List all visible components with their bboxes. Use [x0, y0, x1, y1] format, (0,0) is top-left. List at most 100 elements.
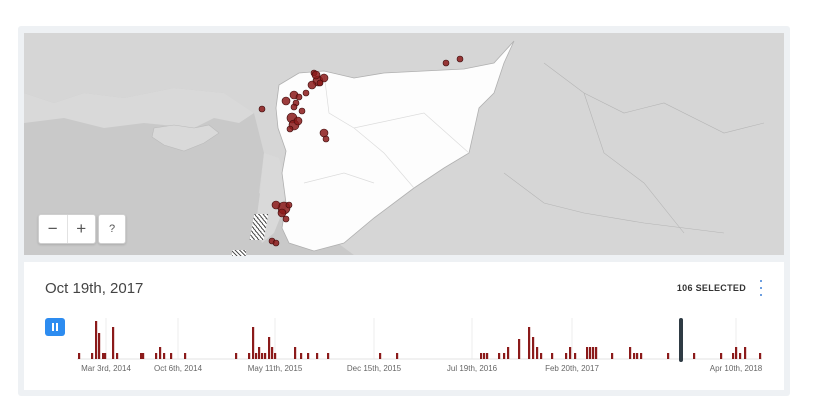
histogram-bar: [586, 347, 589, 359]
histogram-bar: [170, 353, 173, 359]
histogram-bar: [112, 327, 115, 359]
histogram-bar: [252, 327, 255, 359]
histogram-bar: [316, 353, 319, 359]
histogram-bar: [98, 333, 101, 359]
event-marker[interactable]: [277, 208, 287, 218]
histogram-bar: [532, 337, 535, 359]
more-options-icon[interactable]: [756, 280, 766, 296]
event-marker[interactable]: [307, 80, 317, 90]
event-marker[interactable]: [290, 103, 298, 111]
current-date-label: Oct 19th, 2017: [45, 280, 144, 297]
terrain-line: [543, 62, 765, 134]
event-marker[interactable]: [272, 239, 280, 247]
histogram-bar: [78, 353, 81, 359]
histogram-bar: [163, 353, 166, 359]
histogram-bar: [159, 347, 162, 359]
histogram-bar: [102, 353, 105, 359]
event-marker[interactable]: [456, 55, 464, 63]
tick-label: May 11th, 2015: [247, 364, 303, 373]
histogram-bar: [396, 353, 399, 359]
histogram-bar: [248, 353, 251, 359]
timeline-grid: [105, 318, 737, 359]
event-marker[interactable]: [302, 89, 310, 97]
histogram-bar: [142, 353, 145, 359]
histogram-bar: [268, 337, 271, 359]
histogram-bar: [483, 353, 486, 359]
histogram-bar: [536, 347, 539, 359]
histogram-bar: [184, 353, 187, 359]
terrain-line: [503, 172, 725, 234]
histogram-bar: [235, 353, 238, 359]
histogram-bar: [589, 347, 592, 359]
histogram-bar: [480, 353, 483, 359]
histogram-bar: [569, 347, 572, 359]
histogram-bar: [95, 321, 98, 359]
histogram-bar: [258, 347, 261, 359]
histogram-bar: [486, 353, 489, 359]
turkey-coast: [24, 88, 254, 128]
event-marker[interactable]: [286, 125, 294, 133]
event-marker[interactable]: [311, 70, 321, 80]
event-marker[interactable]: [322, 135, 330, 143]
histogram-bar: [507, 347, 510, 359]
histogram-bar: [739, 353, 742, 359]
histogram-bar: [592, 347, 595, 359]
help-button[interactable]: ?: [98, 214, 126, 244]
tick-label: Apr 10th, 2018: [709, 364, 763, 373]
event-marker[interactable]: [281, 96, 291, 106]
histogram-bar: [155, 353, 158, 359]
event-marker[interactable]: [258, 105, 266, 113]
histogram-bar: [574, 353, 577, 359]
histogram-bar: [255, 353, 258, 359]
histogram-bar: [327, 353, 330, 359]
histogram-bar: [294, 347, 297, 359]
histogram-bar: [264, 353, 267, 359]
histogram-bar: [629, 347, 632, 359]
histogram-bar: [693, 353, 696, 359]
histogram-bar: [636, 353, 639, 359]
playhead-handle[interactable]: [679, 318, 683, 362]
event-histogram: [78, 321, 762, 359]
timeline-panel: Oct 19th, 2017 106 SELECTED Mar 3rd, 201…: [24, 262, 784, 390]
histogram-bar: [379, 353, 382, 359]
selected-count-label: 106 SELECTED: [676, 283, 746, 293]
province-border: [303, 172, 375, 184]
pause-button[interactable]: [45, 318, 65, 336]
syria-region[interactable]: [275, 40, 515, 252]
event-marker[interactable]: [316, 79, 324, 87]
map-view[interactable]: [24, 33, 784, 255]
event-marker[interactable]: [295, 93, 303, 101]
disputed-area: [232, 250, 246, 256]
histogram-bar: [640, 353, 643, 359]
event-markers: [258, 55, 464, 247]
timeline-chart[interactable]: [24, 312, 784, 362]
tick-label: Oct 6th, 2014: [153, 364, 203, 373]
event-marker[interactable]: [285, 201, 293, 209]
zoom-in-button[interactable]: +: [66, 215, 96, 243]
event-marker[interactable]: [271, 200, 281, 210]
histogram-bar: [720, 353, 723, 359]
event-marker[interactable]: [442, 59, 450, 67]
event-marker[interactable]: [282, 215, 290, 223]
histogram-bar: [91, 353, 94, 359]
histogram-bar: [735, 347, 738, 359]
histogram-bar: [104, 353, 107, 359]
histogram-bar: [140, 353, 143, 359]
cyprus-island: [151, 124, 220, 152]
terrain-line: [583, 92, 685, 234]
map-canvas[interactable]: [24, 33, 784, 255]
event-marker[interactable]: [298, 107, 306, 115]
histogram-bar: [744, 347, 747, 359]
histogram-bar: [667, 353, 670, 359]
tick-label: Jul 19th, 2016: [446, 364, 498, 373]
histogram-bar: [595, 347, 598, 359]
tick-label: Mar 3rd, 2014: [81, 364, 131, 373]
histogram-bar: [271, 347, 274, 359]
histogram-bar: [116, 353, 119, 359]
histogram-bar: [274, 353, 277, 359]
event-marker[interactable]: [319, 73, 329, 83]
tick-label: Dec 15th, 2015: [346, 364, 402, 373]
event-marker[interactable]: [293, 116, 303, 126]
histogram-bar: [503, 353, 506, 359]
zoom-out-button[interactable]: −: [47, 219, 58, 238]
